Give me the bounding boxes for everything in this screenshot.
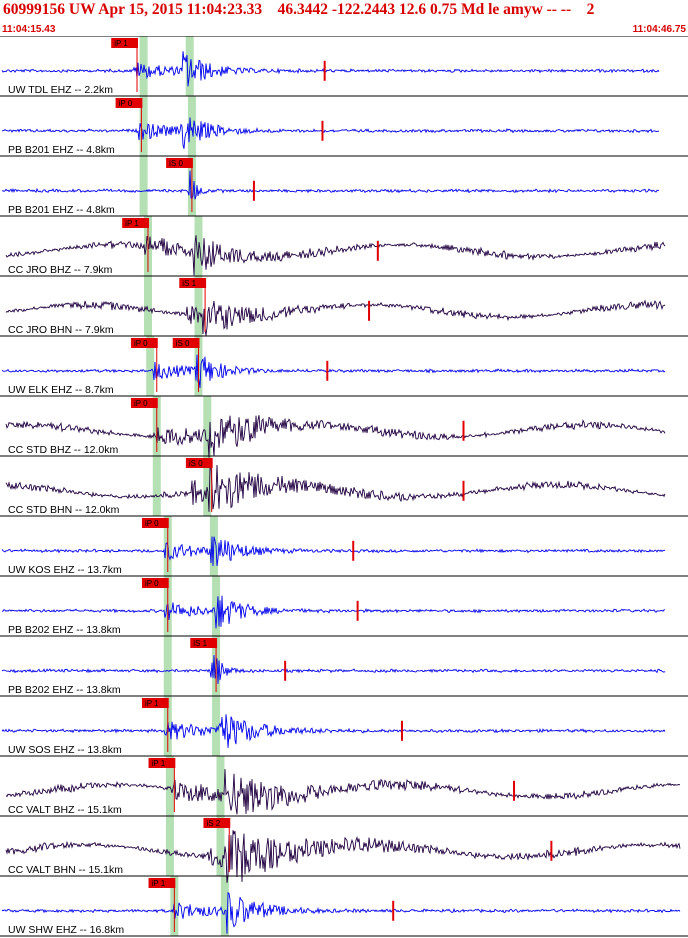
p-pick-label: iP 0 <box>145 519 159 528</box>
p-pick-label: iP 1 <box>125 219 139 228</box>
channel-label: UW SOS EHZ -- 13.8km <box>8 744 122 756</box>
s-pick-label: iS 2 <box>206 819 220 828</box>
p-pick-box <box>115 98 143 108</box>
p-pick-label: iP 0 <box>119 99 133 108</box>
channel-label: CC JRO BHN -- 7.9km <box>8 324 114 336</box>
waveform-trace <box>5 299 666 336</box>
s-window <box>216 756 225 816</box>
s-pick-label: iS 1 <box>193 639 207 648</box>
channel-label: PB B201 EHZ -- 4.8km <box>8 144 115 156</box>
p-pick-box <box>148 878 176 888</box>
waveform-trace <box>1 170 660 200</box>
channel-label: CC STD BHN -- 12.0km <box>8 504 120 516</box>
s-pick-box <box>185 458 213 468</box>
s-pick-box <box>190 638 218 648</box>
p-pick-box <box>141 578 169 588</box>
p-window <box>165 816 174 876</box>
p-window <box>139 156 148 216</box>
arrival-windows <box>139 36 229 936</box>
p-window <box>163 636 172 696</box>
p-pick-box <box>148 758 176 768</box>
p-pick-box <box>122 218 149 228</box>
waveform-trace <box>1 536 666 567</box>
p-window <box>152 456 161 516</box>
waveform-trace <box>5 235 666 276</box>
event-header: 60999156 UW Apr 15, 2015 11:04:23.33 46.… <box>0 0 688 38</box>
s-pick-label: iS 1 <box>182 279 196 288</box>
s-window <box>212 696 221 756</box>
p-window <box>146 336 155 396</box>
channel-label: PB B201 EHZ -- 4.8km <box>8 204 115 216</box>
p-window <box>165 756 174 816</box>
p-pick-label: iP 1 <box>114 39 128 48</box>
channel-label: UW KOS EHZ -- 13.7km <box>8 564 122 576</box>
waveform-trace <box>5 769 681 815</box>
s-window <box>220 876 229 936</box>
p-pick-label: iP 1 <box>145 699 159 708</box>
p-pick-label: iP 0 <box>134 399 148 408</box>
s-pick-box <box>203 818 231 828</box>
p-pick-box <box>130 338 158 348</box>
s-pick-label: iS 0 <box>176 339 190 348</box>
p-pick-label: iP 0 <box>145 579 159 588</box>
end-time-label: 11:04:46.75 <box>632 24 686 35</box>
p-pick-label: iP 1 <box>152 759 166 768</box>
waveform-trace <box>1 354 666 389</box>
waveform-trace <box>5 830 681 883</box>
channel-label: UW TDL EHZ -- 2.2km <box>8 84 113 96</box>
waveform-trace <box>5 415 666 458</box>
s-pick-label: iS 0 <box>189 459 203 468</box>
p-pick-label: iP 1 <box>152 879 166 888</box>
channel-label: CC STD BHZ -- 12.0km <box>8 444 119 456</box>
channel-label: UW ELK EHZ -- 8.7km <box>8 384 114 396</box>
s-pick-box <box>179 278 207 288</box>
waveform-trace <box>1 51 660 87</box>
p-pick-box <box>141 698 169 708</box>
waveform-trace <box>1 892 681 934</box>
p-pick-box <box>141 518 169 528</box>
channel-label: CC VALT BHN -- 15.1km <box>8 864 123 876</box>
s-window <box>185 36 194 96</box>
waveform-trace <box>5 464 666 512</box>
p-pick-box <box>111 38 138 48</box>
s-pick-box <box>172 338 200 348</box>
p-pick-label: iP 0 <box>134 339 148 348</box>
start-time-label: 11:04:15.43 <box>2 24 56 35</box>
waveform-trace <box>1 117 660 149</box>
s-window <box>203 456 212 516</box>
channel-label: PB B202 EHZ -- 13.8km <box>8 624 121 636</box>
channel-label: CC VALT BHZ -- 15.1km <box>8 804 122 816</box>
s-window <box>212 576 221 636</box>
s-window <box>187 96 196 156</box>
event-title: 60999156 UW Apr 15, 2015 11:04:23.33 46.… <box>3 1 595 18</box>
seismogram-plot: iP 1 UW TDL EHZ -- 2.2km iP 0 PB B201 EHZ -… <box>0 36 688 937</box>
channel-label: PB B202 EHZ -- 13.8km <box>8 684 121 696</box>
s-pick-box <box>166 158 193 168</box>
waveform-trace <box>1 655 666 684</box>
s-window <box>194 276 203 336</box>
channel-panels: iP 1 UW TDL EHZ -- 2.2km iP 0 PB B201 EHZ -… <box>0 36 688 937</box>
s-window <box>203 396 212 456</box>
channel-label: UW SHW EHZ -- 16.8km <box>8 924 124 936</box>
p-pick-box <box>130 398 158 408</box>
s-window <box>216 816 225 876</box>
waveform-trace <box>2 595 666 629</box>
channel-label: CC JRO BHZ -- 7.9km <box>8 264 113 276</box>
s-pick-label: iS 0 <box>169 159 183 168</box>
waveform-trace <box>1 714 666 748</box>
p-window <box>139 96 148 156</box>
p-window <box>143 276 152 336</box>
